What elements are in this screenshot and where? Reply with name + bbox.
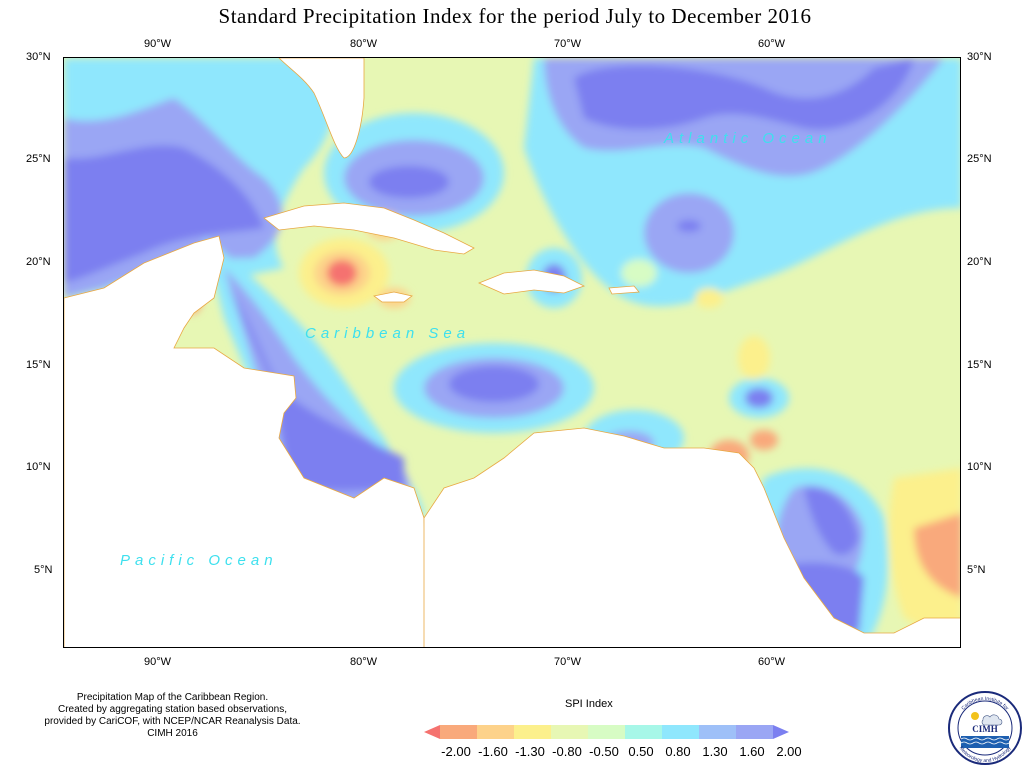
- hispaniola-land: [477, 269, 586, 295]
- legend-swatch: [551, 725, 588, 739]
- lat-tick-right: 15°N: [967, 359, 992, 371]
- sun-icon: [971, 712, 979, 720]
- credits: Precipitation Map of the Caribbean Regio…: [30, 692, 315, 740]
- legend-label: -0.80: [552, 744, 582, 759]
- lon-tick-bottom: 60°W: [758, 656, 786, 668]
- legend-swatch: [424, 725, 440, 739]
- florida-land: [278, 58, 365, 159]
- legend-swatch: [662, 725, 699, 739]
- legend-colorbar: [424, 725, 789, 739]
- spi-contour: [449, 366, 539, 402]
- spi-contour-map: [64, 58, 960, 647]
- cloud-icon: [981, 714, 1003, 726]
- legend-label: 0.80: [665, 744, 691, 759]
- lat-tick-right: 25°N: [967, 153, 992, 165]
- puerto-rico-land: [608, 285, 640, 295]
- pacific-ocean-label: Pacific Ocean: [120, 552, 278, 569]
- spi-contour: [64, 145, 264, 283]
- credits-line: Created by aggregating station based obs…: [57, 704, 288, 715]
- credits-line: provided by CariCOF, with NCEP/NCAR Rean…: [44, 716, 301, 727]
- cimh-logo: CIMH Caribbean Institute for Meteorology…: [948, 691, 1022, 765]
- logo-name: CIMH: [972, 724, 998, 734]
- lon-tick-bottom: 90°W: [144, 656, 172, 668]
- lon-tick-top: 80°W: [350, 38, 378, 50]
- spi-contour: [229, 288, 404, 491]
- spi-contour: [574, 58, 914, 130]
- spi-contour: [621, 259, 657, 287]
- legend-label: -2.00: [441, 744, 471, 759]
- legend-swatch: [773, 725, 789, 739]
- lat-tick-left: 10°N: [26, 461, 51, 473]
- spi-contour: [750, 430, 778, 450]
- lat-tick-right: 20°N: [967, 256, 992, 268]
- lat-tick-left: 25°N: [26, 153, 51, 165]
- land-masses: [64, 58, 960, 647]
- legend-label: 2.00: [776, 744, 802, 759]
- legend-swatch: [440, 725, 477, 739]
- lon-tick-top: 70°W: [554, 38, 582, 50]
- legend-title: SPI Index: [565, 698, 613, 710]
- legend-label: 1.60: [739, 744, 765, 759]
- yucatan-land: [64, 235, 430, 647]
- legend-label: -1.30: [515, 744, 545, 759]
- lat-tick-right: 10°N: [967, 461, 992, 473]
- legend-label: 1.30: [702, 744, 728, 759]
- lon-tick-top: 60°W: [758, 38, 786, 50]
- legend-swatch: [625, 725, 662, 739]
- lon-tick-bottom: 80°W: [350, 656, 378, 668]
- legend-swatch: [736, 725, 773, 739]
- spi-contour: [914, 513, 960, 598]
- lat-tick-left: 15°N: [26, 359, 51, 371]
- spi-contour: [738, 336, 770, 380]
- lat-tick-left: 20°N: [26, 256, 51, 268]
- waves-icon: [960, 737, 1010, 745]
- lon-tick-top: 90°W: [144, 38, 172, 50]
- spi-contour: [327, 260, 357, 286]
- legend-swatch: [514, 725, 551, 739]
- jamaica-land: [373, 291, 413, 303]
- lat-tick-right: 30°N: [967, 51, 992, 63]
- spi-contour: [369, 166, 449, 198]
- lat-tick-left: 5°N: [34, 564, 53, 576]
- cuba-land: [263, 202, 475, 255]
- atlantic-ocean-label: Atlantic Ocean: [664, 130, 832, 147]
- credits-line: CIMH 2016: [147, 728, 198, 739]
- map-title: Standard Precipitation Index for the per…: [218, 4, 812, 28]
- spi-contour: [644, 193, 734, 273]
- map-area: [63, 57, 961, 648]
- legend-label: -1.60: [478, 744, 508, 759]
- spi-contour: [677, 220, 701, 232]
- lat-tick-right: 5°N: [967, 564, 986, 576]
- south-america-land: [423, 427, 960, 647]
- lat-tick-left: 30°N: [26, 51, 51, 63]
- legend-swatch: [477, 725, 514, 739]
- spi-contour: [745, 388, 773, 408]
- spi-contour: [695, 288, 723, 308]
- legend-label: -0.50: [589, 744, 619, 759]
- lon-tick-bottom: 70°W: [554, 656, 582, 668]
- legend-swatch: [588, 725, 625, 739]
- legend-swatch: [699, 725, 736, 739]
- spi-contour: [804, 487, 859, 555]
- caribbean-sea-label: Caribbean Sea: [305, 325, 471, 342]
- legend-label: 0.50: [628, 744, 654, 759]
- credits-line: Precipitation Map of the Caribbean Regio…: [76, 692, 269, 703]
